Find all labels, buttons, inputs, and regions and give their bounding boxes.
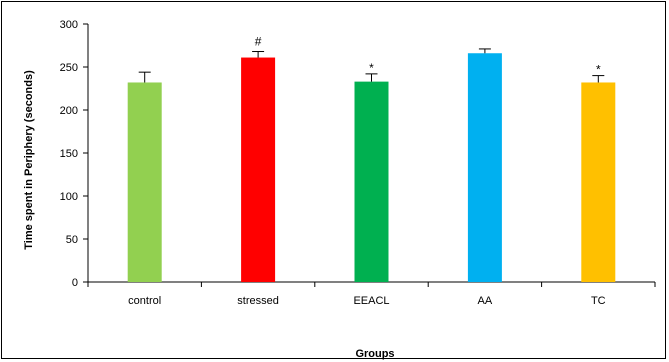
significance-marker: * bbox=[369, 61, 374, 75]
bar bbox=[127, 82, 162, 282]
bar bbox=[354, 81, 389, 283]
bar bbox=[241, 57, 276, 282]
y-tick-label: 0 bbox=[72, 277, 78, 289]
y-tick-label: 150 bbox=[60, 148, 78, 160]
category-label: TC bbox=[591, 295, 606, 307]
significance-marker: * bbox=[596, 63, 601, 77]
category-label: stressed bbox=[237, 295, 279, 307]
x-axis-title: Groups bbox=[355, 348, 394, 360]
y-tick-label: 50 bbox=[66, 234, 78, 246]
category-label: AA bbox=[478, 295, 493, 307]
category-label: EEACL bbox=[353, 295, 389, 307]
significance-marker: # bbox=[255, 35, 262, 49]
y-tick-label: 300 bbox=[60, 19, 78, 31]
bar bbox=[581, 82, 616, 282]
y-axis-title: Time spent in Periphery (seconds) bbox=[23, 70, 35, 250]
y-tick-label: 250 bbox=[60, 62, 78, 74]
y-tick-label: 100 bbox=[60, 191, 78, 203]
bar bbox=[467, 53, 502, 282]
y-tick-label: 200 bbox=[60, 105, 78, 117]
category-label: control bbox=[128, 295, 161, 307]
